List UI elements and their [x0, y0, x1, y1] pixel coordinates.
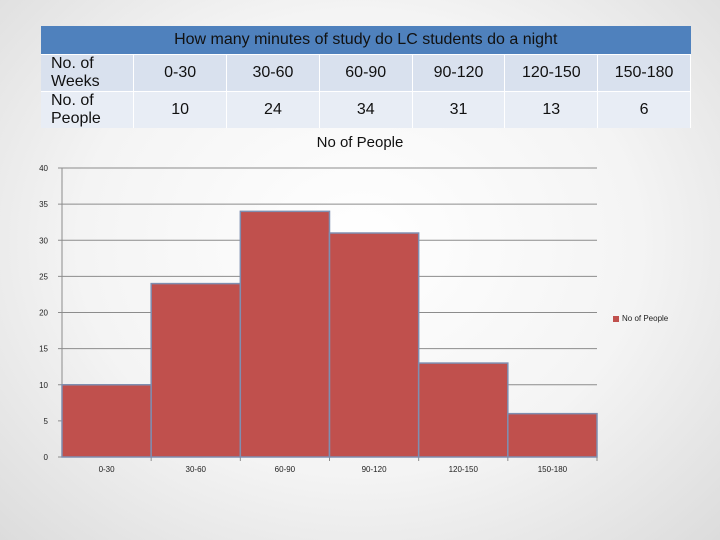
- x-tick-label: 90-120: [362, 465, 387, 474]
- table-row-weeks: No. of Weeks 0-30 30-60 60-90 90-120 120…: [41, 54, 691, 92]
- table-cell: 0-30: [133, 54, 228, 92]
- y-tick-label: 35: [39, 200, 48, 209]
- table-cell: 31: [412, 91, 506, 128]
- bar: [328, 232, 420, 458]
- y-tick-label: 25: [39, 272, 48, 281]
- table-cell: 120-150: [504, 54, 599, 92]
- table-cell: 60-90: [319, 54, 413, 92]
- x-tick-label: 150-180: [538, 465, 568, 474]
- y-tick-label: 5: [44, 417, 49, 426]
- y-tick-label: 30: [39, 236, 48, 245]
- table-cell: 90-120: [412, 54, 506, 92]
- table-cell: 10: [133, 91, 228, 128]
- legend-swatch: [613, 315, 619, 322]
- x-tick-label: 120-150: [449, 465, 479, 474]
- row-header-weeks: No. of Weeks: [41, 54, 135, 92]
- data-table: How many minutes of study do LC students…: [41, 26, 691, 128]
- bar: [507, 412, 598, 458]
- bar: [150, 282, 242, 458]
- row-header-people: No. of People: [41, 91, 135, 128]
- table-cell: 30-60: [226, 54, 320, 92]
- table-cell: 24: [226, 91, 320, 128]
- bar: [61, 384, 152, 458]
- y-tick-label: 40: [39, 164, 48, 173]
- legend: No of People: [613, 314, 668, 323]
- bar: [239, 210, 331, 458]
- table-cell: 34: [319, 91, 413, 128]
- table-cell: 150-180: [597, 54, 691, 92]
- x-tick-label: 60-90: [275, 465, 296, 474]
- table-cell: 13: [504, 91, 599, 128]
- y-tick-label: 0: [44, 453, 49, 462]
- table-cell: 6: [597, 91, 691, 128]
- y-tick-label: 15: [39, 345, 48, 354]
- y-tick-label: 20: [39, 309, 48, 318]
- legend-label: No of People: [622, 314, 669, 323]
- chart-title: No of People: [316, 134, 404, 151]
- x-tick-label: 30-60: [186, 465, 207, 474]
- table-title: How many minutes of study do LC students…: [41, 26, 691, 55]
- y-tick-label: 10: [39, 381, 48, 390]
- bar: [417, 362, 509, 458]
- table-row-people: No. of People 10 24 34 31 13 6: [41, 91, 691, 128]
- x-tick-label: 0-30: [99, 465, 116, 474]
